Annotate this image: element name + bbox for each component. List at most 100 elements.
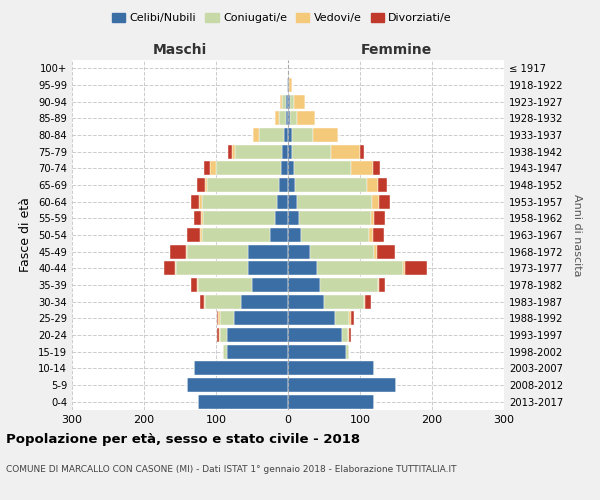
Bar bbox=[298, 112, 316, 126]
Bar bbox=[228, 144, 232, 159]
Bar bbox=[191, 194, 199, 209]
Bar bbox=[288, 311, 335, 326]
Y-axis label: Fasce di età: Fasce di età bbox=[19, 198, 32, 272]
Bar bbox=[377, 244, 395, 259]
Bar bbox=[372, 194, 379, 209]
Bar bbox=[288, 178, 295, 192]
Bar bbox=[241, 294, 288, 308]
Bar bbox=[288, 328, 342, 342]
Bar bbox=[200, 228, 202, 242]
Bar bbox=[360, 144, 364, 159]
Bar bbox=[288, 294, 324, 308]
Bar bbox=[194, 211, 201, 226]
Bar bbox=[282, 94, 286, 109]
Bar bbox=[191, 278, 197, 292]
Text: Maschi: Maschi bbox=[153, 42, 207, 56]
Bar bbox=[301, 228, 370, 242]
Bar bbox=[202, 228, 270, 242]
Bar bbox=[197, 178, 205, 192]
Bar bbox=[223, 344, 227, 359]
Bar bbox=[335, 311, 349, 326]
Bar bbox=[280, 94, 282, 109]
Bar bbox=[286, 94, 288, 109]
Bar bbox=[320, 278, 378, 292]
Bar bbox=[219, 328, 220, 342]
Bar bbox=[349, 311, 350, 326]
Bar bbox=[373, 162, 380, 175]
Bar bbox=[317, 261, 403, 276]
Bar bbox=[208, 178, 280, 192]
Bar bbox=[235, 144, 282, 159]
Text: Popolazione per età, sesso e stato civile - 2018: Popolazione per età, sesso e stato civil… bbox=[6, 432, 360, 446]
Bar bbox=[288, 112, 290, 126]
Bar bbox=[406, 261, 427, 276]
Bar bbox=[198, 278, 252, 292]
Bar bbox=[367, 178, 378, 192]
Bar bbox=[227, 344, 288, 359]
Bar bbox=[199, 194, 202, 209]
Bar bbox=[288, 394, 374, 409]
Bar bbox=[194, 361, 288, 376]
Text: Femmine: Femmine bbox=[361, 42, 431, 56]
Bar bbox=[288, 94, 290, 109]
Bar bbox=[281, 162, 288, 175]
Bar bbox=[288, 361, 374, 376]
Bar bbox=[218, 311, 220, 326]
Bar bbox=[205, 294, 241, 308]
Bar bbox=[277, 194, 288, 209]
Bar bbox=[352, 162, 373, 175]
Bar bbox=[197, 278, 198, 292]
Bar bbox=[378, 278, 379, 292]
Bar bbox=[288, 244, 310, 259]
Bar bbox=[287, 78, 288, 92]
Bar bbox=[205, 178, 208, 192]
Text: COMUNE DI MARCALLO CON CASONE (MI) - Dati ISTAT 1° gennaio 2018 - Elaborazione T: COMUNE DI MARCALLO CON CASONE (MI) - Dat… bbox=[6, 466, 457, 474]
Y-axis label: Anni di nascita: Anni di nascita bbox=[572, 194, 581, 276]
Bar bbox=[379, 278, 385, 292]
Bar bbox=[370, 228, 373, 242]
Bar bbox=[290, 94, 294, 109]
Bar bbox=[232, 144, 235, 159]
Bar bbox=[203, 211, 275, 226]
Bar bbox=[217, 328, 219, 342]
Bar bbox=[288, 128, 292, 142]
Bar bbox=[374, 244, 377, 259]
Bar bbox=[378, 178, 386, 192]
Bar bbox=[186, 244, 187, 259]
Bar bbox=[187, 228, 200, 242]
Bar bbox=[348, 328, 349, 342]
Bar bbox=[374, 211, 385, 226]
Bar bbox=[288, 144, 292, 159]
Bar bbox=[164, 261, 175, 276]
Bar bbox=[252, 278, 288, 292]
Bar bbox=[292, 128, 313, 142]
Bar bbox=[288, 344, 346, 359]
Legend: Celibi/Nubili, Coniugati/e, Vedovi/e, Divorziati/e: Celibi/Nubili, Coniugati/e, Vedovi/e, Di… bbox=[107, 8, 457, 28]
Bar bbox=[284, 128, 288, 142]
Bar bbox=[204, 294, 205, 308]
Bar bbox=[292, 144, 331, 159]
Bar bbox=[176, 261, 248, 276]
Bar bbox=[234, 311, 288, 326]
Bar bbox=[350, 311, 354, 326]
Bar bbox=[349, 328, 352, 342]
Bar bbox=[175, 261, 176, 276]
Bar bbox=[270, 228, 288, 242]
Bar bbox=[275, 211, 288, 226]
Bar bbox=[313, 128, 338, 142]
Bar bbox=[331, 144, 360, 159]
Bar bbox=[342, 328, 348, 342]
Bar bbox=[259, 128, 284, 142]
Bar bbox=[288, 378, 396, 392]
Bar bbox=[364, 294, 365, 308]
Bar bbox=[201, 211, 203, 226]
Bar bbox=[202, 194, 277, 209]
Bar bbox=[288, 228, 301, 242]
Bar bbox=[290, 112, 298, 126]
Bar bbox=[200, 294, 204, 308]
Bar bbox=[288, 261, 317, 276]
Bar bbox=[248, 261, 288, 276]
Bar bbox=[288, 194, 296, 209]
Bar bbox=[286, 112, 288, 126]
Bar bbox=[288, 211, 299, 226]
